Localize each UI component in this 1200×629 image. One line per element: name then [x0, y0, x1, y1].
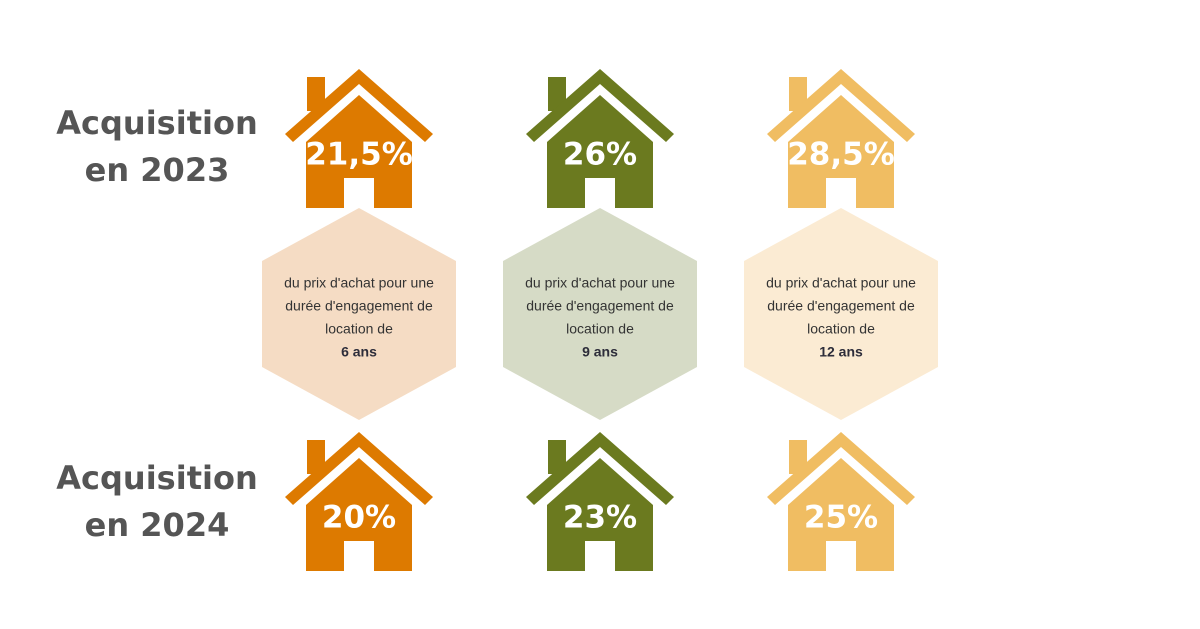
row-label: Acquisition — [56, 104, 257, 142]
percentage: 21,5% — [305, 137, 413, 173]
percentage: 23% — [563, 500, 637, 536]
door — [826, 541, 856, 571]
hexagon-text: location de — [807, 321, 875, 337]
hexagon-text: du prix d'achat pour une — [284, 275, 434, 291]
row-label: en 2023 — [85, 151, 230, 189]
percentage: 25% — [804, 500, 878, 536]
roof — [767, 69, 915, 142]
hexagon-text: durée d'engagement de — [767, 298, 915, 314]
house-body — [788, 95, 894, 208]
duration: 9 ans — [582, 344, 618, 360]
hexagon-text: location de — [325, 321, 393, 337]
door — [344, 541, 374, 571]
house-body — [306, 95, 412, 208]
chimney — [789, 77, 807, 111]
house-body — [547, 95, 653, 208]
chimney — [789, 440, 807, 474]
percentage: 20% — [322, 500, 396, 536]
house: 28,5% — [767, 69, 915, 208]
roof — [285, 69, 433, 142]
percentage: 26% — [563, 137, 637, 173]
roof — [526, 69, 674, 142]
hexagon-text: durée d'engagement de — [526, 298, 674, 314]
hexagon-text: durée d'engagement de — [285, 298, 433, 314]
chimney — [548, 440, 566, 474]
hexagon-text: location de — [566, 321, 634, 337]
hexagon-shape — [744, 208, 938, 420]
row-label: Acquisition — [56, 459, 257, 497]
house: 21,5% — [285, 69, 433, 208]
hexagon-text: du prix d'achat pour une — [525, 275, 675, 291]
house-body — [547, 458, 653, 571]
door — [344, 178, 374, 208]
house-body — [306, 458, 412, 571]
hexagon: du prix d'achat pour une durée d'engageme… — [262, 208, 456, 420]
chimney — [548, 77, 566, 111]
roof — [767, 432, 915, 505]
roof — [285, 432, 433, 505]
hexagon-shape — [503, 208, 697, 420]
door — [585, 178, 615, 208]
roof — [526, 432, 674, 505]
hexagon-text: du prix d'achat pour une — [766, 275, 916, 291]
door — [826, 178, 856, 208]
duration: 12 ans — [819, 344, 863, 360]
hexagon-shape — [262, 208, 456, 420]
door — [585, 541, 615, 571]
house: 20% — [285, 432, 433, 571]
chimney — [307, 440, 325, 474]
house: 25% — [767, 432, 915, 571]
house: 26% — [526, 69, 674, 208]
house: 23% — [526, 432, 674, 571]
row-label: en 2024 — [85, 506, 230, 544]
house-body — [788, 458, 894, 571]
percentage: 28,5% — [787, 137, 895, 173]
hexagon: du prix d'achat pour une durée d'engageme… — [744, 208, 938, 420]
duration: 6 ans — [341, 344, 377, 360]
hexagon: du prix d'achat pour une durée d'engageme… — [503, 208, 697, 420]
chimney — [307, 77, 325, 111]
